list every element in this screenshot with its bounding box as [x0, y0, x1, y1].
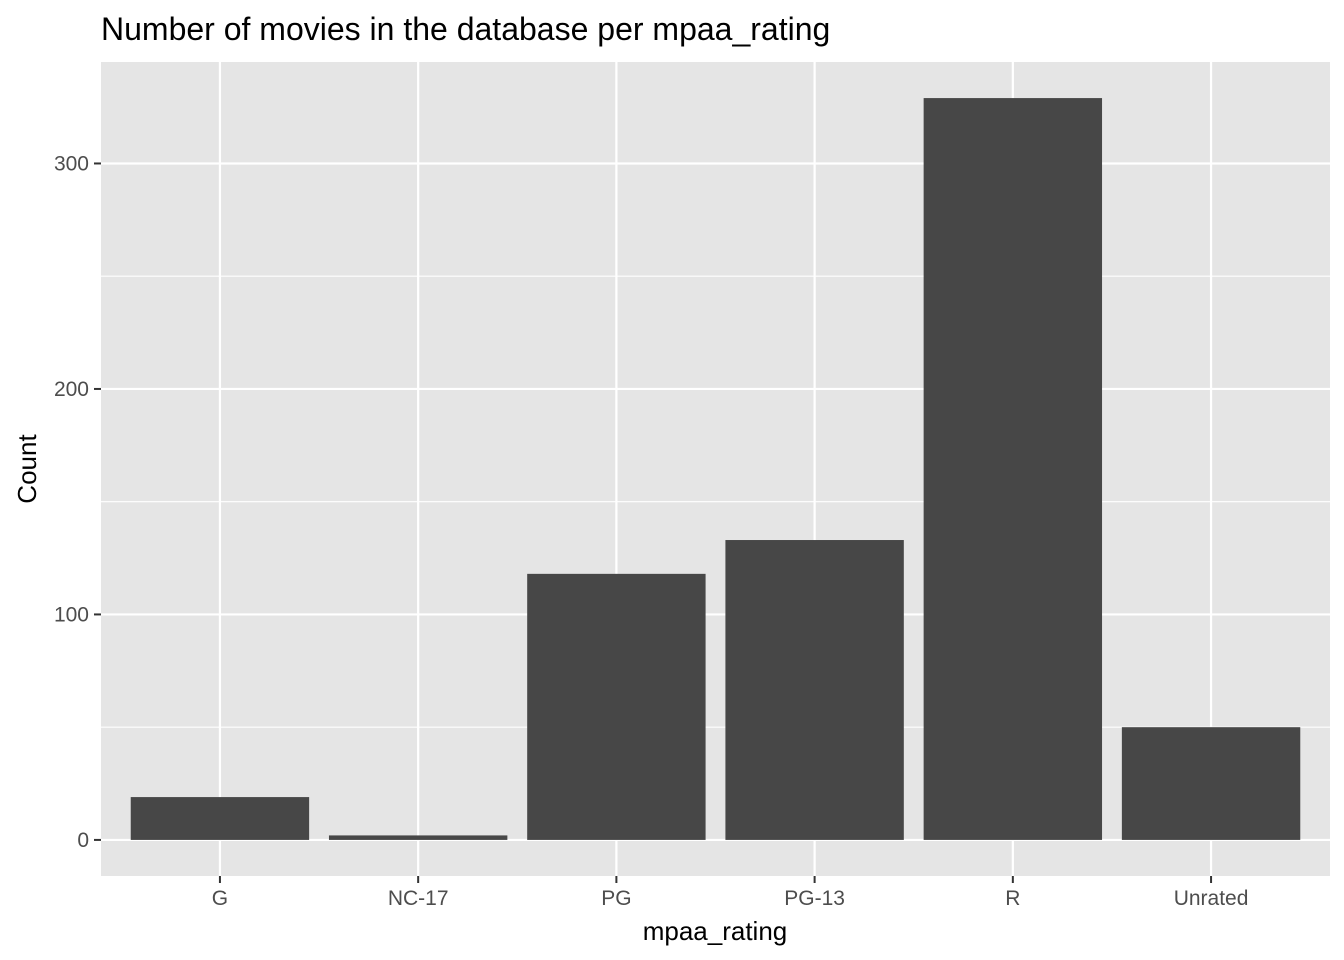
- y-tick-label: 300: [54, 152, 89, 175]
- bar-nc-17: [328, 835, 508, 840]
- x-tick-label: NC-17: [388, 887, 449, 910]
- x-tick-label: Unrated: [1174, 887, 1249, 910]
- bar-unrated: [1121, 727, 1301, 840]
- x-tick-label: PG: [601, 887, 631, 910]
- y-axis-ticks: 0 100 200 300: [54, 152, 101, 852]
- x-tick-label: R: [1005, 887, 1020, 910]
- bar-pg-13: [725, 540, 904, 840]
- y-axis-title: Count: [12, 434, 42, 504]
- bar-g: [130, 797, 310, 840]
- bar-pg: [527, 573, 706, 840]
- x-axis-title: mpaa_rating: [643, 916, 788, 946]
- x-tick-label: PG-13: [784, 887, 845, 910]
- x-tick-label: G: [212, 887, 228, 910]
- bars: [130, 98, 1301, 840]
- y-tick-label: 0: [77, 829, 89, 852]
- y-tick-label: 100: [54, 603, 89, 626]
- chart-title: Number of movies in the database per mpa…: [101, 11, 830, 47]
- x-axis-ticks: G NC-17 PG PG-13 R Unrated: [212, 876, 1249, 910]
- y-tick-label: 200: [54, 378, 89, 401]
- bar-r: [923, 98, 1103, 840]
